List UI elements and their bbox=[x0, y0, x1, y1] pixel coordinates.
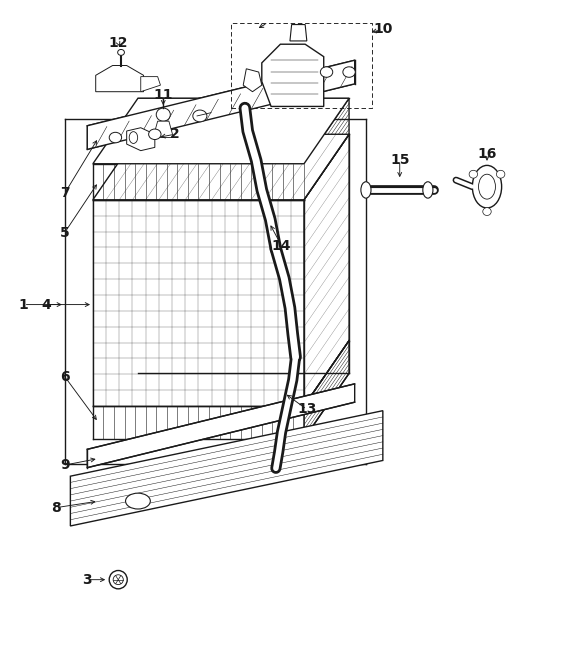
Ellipse shape bbox=[343, 67, 355, 77]
Ellipse shape bbox=[118, 50, 124, 55]
Polygon shape bbox=[87, 384, 355, 468]
Polygon shape bbox=[127, 128, 155, 151]
Ellipse shape bbox=[483, 208, 491, 215]
Text: 2: 2 bbox=[169, 127, 180, 141]
Text: 14: 14 bbox=[272, 238, 291, 253]
Polygon shape bbox=[304, 98, 349, 200]
Ellipse shape bbox=[472, 165, 502, 208]
Text: 10: 10 bbox=[373, 22, 392, 37]
Text: 9: 9 bbox=[60, 458, 70, 472]
Ellipse shape bbox=[113, 575, 123, 584]
Text: 6: 6 bbox=[60, 369, 70, 384]
Ellipse shape bbox=[109, 571, 127, 589]
Ellipse shape bbox=[423, 182, 433, 198]
Ellipse shape bbox=[361, 182, 371, 198]
Polygon shape bbox=[70, 411, 383, 526]
Ellipse shape bbox=[126, 493, 150, 509]
Ellipse shape bbox=[469, 170, 477, 178]
Ellipse shape bbox=[156, 108, 170, 121]
Polygon shape bbox=[304, 341, 349, 439]
Polygon shape bbox=[290, 24, 307, 41]
Text: 15: 15 bbox=[390, 153, 409, 168]
Ellipse shape bbox=[109, 132, 122, 143]
Text: 12: 12 bbox=[109, 35, 128, 50]
Polygon shape bbox=[262, 45, 324, 106]
Text: 4: 4 bbox=[41, 297, 51, 312]
Polygon shape bbox=[153, 121, 173, 138]
Ellipse shape bbox=[149, 129, 161, 140]
Ellipse shape bbox=[497, 170, 505, 178]
Ellipse shape bbox=[193, 110, 207, 122]
Text: 1: 1 bbox=[19, 297, 29, 312]
Text: 3: 3 bbox=[82, 572, 92, 587]
Ellipse shape bbox=[479, 174, 495, 199]
Text: 7: 7 bbox=[60, 186, 70, 200]
Polygon shape bbox=[141, 77, 160, 92]
Text: 5: 5 bbox=[60, 225, 70, 240]
Text: 16: 16 bbox=[477, 147, 497, 161]
Polygon shape bbox=[93, 98, 349, 164]
Polygon shape bbox=[96, 66, 144, 92]
Polygon shape bbox=[93, 134, 349, 200]
Text: 11: 11 bbox=[154, 88, 173, 102]
Text: 8: 8 bbox=[51, 500, 61, 515]
Ellipse shape bbox=[320, 67, 333, 77]
Polygon shape bbox=[304, 134, 349, 406]
Ellipse shape bbox=[129, 132, 138, 143]
Polygon shape bbox=[87, 60, 355, 149]
Text: 13: 13 bbox=[297, 402, 316, 417]
Polygon shape bbox=[243, 69, 262, 92]
